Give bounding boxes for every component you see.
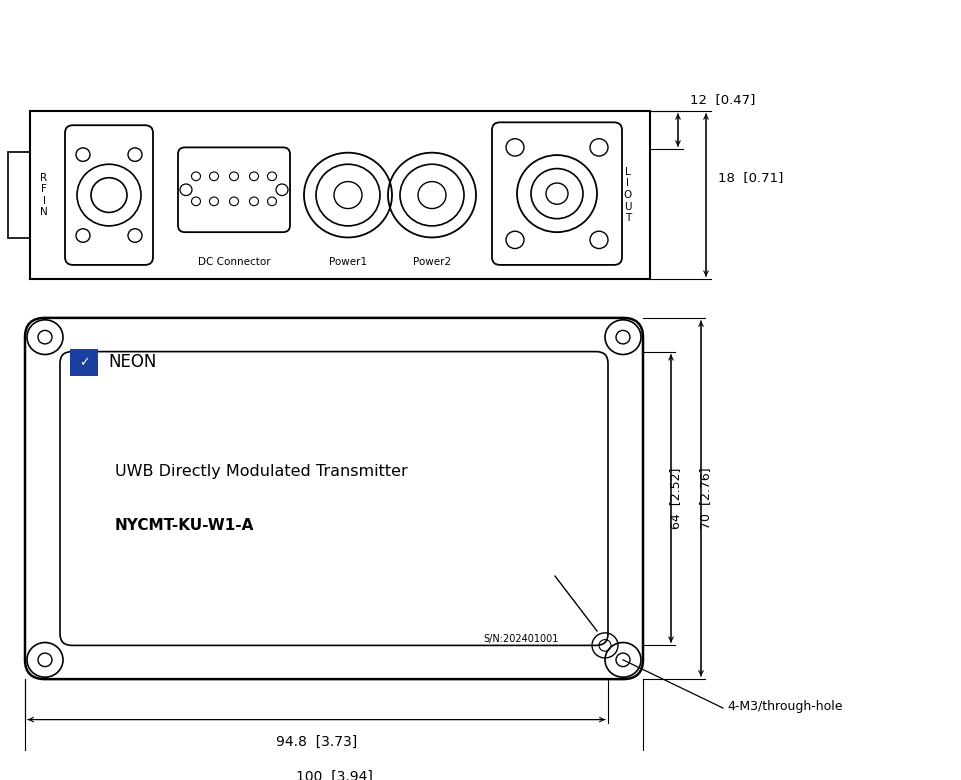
Text: ✓: ✓ (79, 356, 89, 369)
Text: NEON: NEON (108, 353, 157, 371)
FancyBboxPatch shape (491, 122, 622, 265)
Text: L
I
O
U
T: L I O U T (624, 167, 631, 223)
Text: Power2: Power2 (412, 257, 451, 267)
Text: 64  [2.52]: 64 [2.52] (669, 468, 681, 529)
Bar (70, 349, 98, 376)
Text: 12  [0.47]: 12 [0.47] (689, 93, 754, 106)
Text: 70  [2.76]: 70 [2.76] (699, 468, 712, 530)
Text: NYCMT-KU-W1-A: NYCMT-KU-W1-A (115, 518, 254, 533)
FancyBboxPatch shape (65, 126, 153, 265)
Text: 18  [0.71]: 18 [0.71] (717, 172, 782, 184)
FancyBboxPatch shape (60, 352, 607, 645)
Text: 94.8  [3.73]: 94.8 [3.73] (276, 735, 357, 749)
Bar (8, 152, 30, 239)
FancyBboxPatch shape (25, 318, 642, 679)
Text: 100  [3.94]: 100 [3.94] (295, 770, 372, 780)
Text: DC Connector: DC Connector (197, 257, 270, 267)
Text: UWB Directly Modulated Transmitter: UWB Directly Modulated Transmitter (115, 464, 407, 479)
FancyBboxPatch shape (178, 147, 289, 232)
Text: 4-M3/through-hole: 4-M3/through-hole (727, 700, 842, 713)
Text: Power1: Power1 (329, 257, 367, 267)
Text: S/N:202401001: S/N:202401001 (482, 633, 557, 643)
Bar (30, 111, 650, 279)
Text: R
F
I
N: R F I N (40, 172, 48, 218)
